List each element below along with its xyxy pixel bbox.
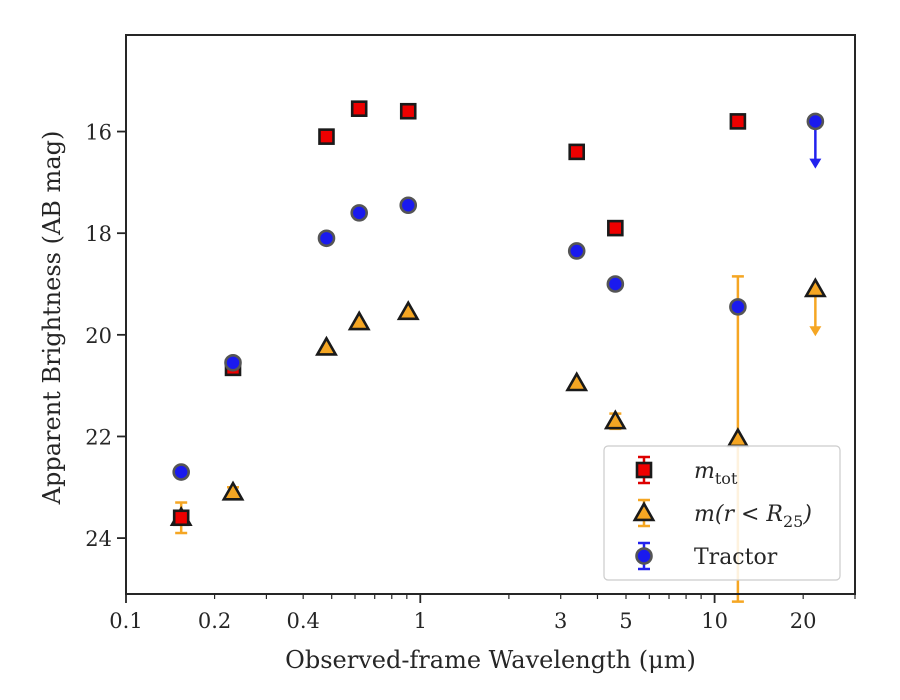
data-point-triangle (396, 300, 420, 321)
legend-marker-square (635, 461, 653, 479)
legend: mtot m(r < R25) Tractor (603, 445, 841, 581)
y-tick-label: 24 (85, 527, 112, 551)
data-point-square (399, 102, 417, 120)
upper-limit-arrow-head (809, 326, 822, 337)
legend-box (603, 445, 841, 581)
data-point-circle (806, 112, 825, 131)
data-point-triangle (603, 409, 627, 430)
x-tick-label: 0.2 (198, 609, 231, 633)
x-tick-label: 1 (414, 609, 427, 633)
data-point-triangle (803, 277, 827, 298)
x-tick-label: 3 (554, 609, 567, 633)
data-point-square (607, 219, 624, 237)
data-point-circle (224, 353, 242, 372)
y-tick-label: 16 (85, 121, 112, 145)
y-tick-label: 18 (85, 222, 112, 246)
data-point-circle (606, 275, 625, 293)
y-tick-label: 22 (85, 425, 112, 449)
data-point-triangle (565, 371, 589, 392)
x-tick-label: 0.1 (109, 609, 142, 633)
data-point-triangle (347, 310, 371, 331)
data-point-circle (350, 204, 368, 222)
legend-marker-circle (635, 547, 653, 565)
data-point-circle (399, 196, 418, 215)
data-point-square (729, 113, 747, 130)
x-tick-label: 5 (619, 609, 632, 633)
upper-limit-arrow-head (809, 158, 822, 169)
ticks-layer: 0.1 0.2 0.4 1 3 5 10 20 16 18 20 22 24 (85, 121, 856, 633)
y-axis-label: Apparent Brightness (AB mag) (38, 131, 66, 506)
data-point-square (172, 509, 190, 527)
data-point-circle (172, 463, 190, 481)
data-point-circle (729, 298, 747, 316)
data-point-circle (567, 242, 586, 260)
legend-label: Tractor (694, 545, 778, 570)
x-tick-label: 0.4 (286, 609, 319, 633)
data-point-circle (317, 229, 336, 248)
legend-marker-triangle (632, 501, 656, 522)
y-tick-label: 20 (85, 324, 112, 348)
x-tick-label: 20 (790, 609, 817, 633)
legend-label: mtot (694, 459, 738, 488)
data-point-triangle (315, 335, 338, 356)
points-layer (169, 100, 827, 527)
x-axis-label: Observed-frame Wavelength (μm) (285, 646, 696, 674)
data-point-triangle (221, 480, 245, 501)
data-point-triangle (726, 427, 750, 448)
x-tick-label: 10 (701, 609, 728, 633)
data-point-square (350, 100, 368, 117)
data-point-square (318, 128, 335, 145)
plot-frame (125, 34, 856, 595)
data-point-square (568, 143, 586, 161)
legend-label: m(r < R25) (694, 502, 812, 531)
